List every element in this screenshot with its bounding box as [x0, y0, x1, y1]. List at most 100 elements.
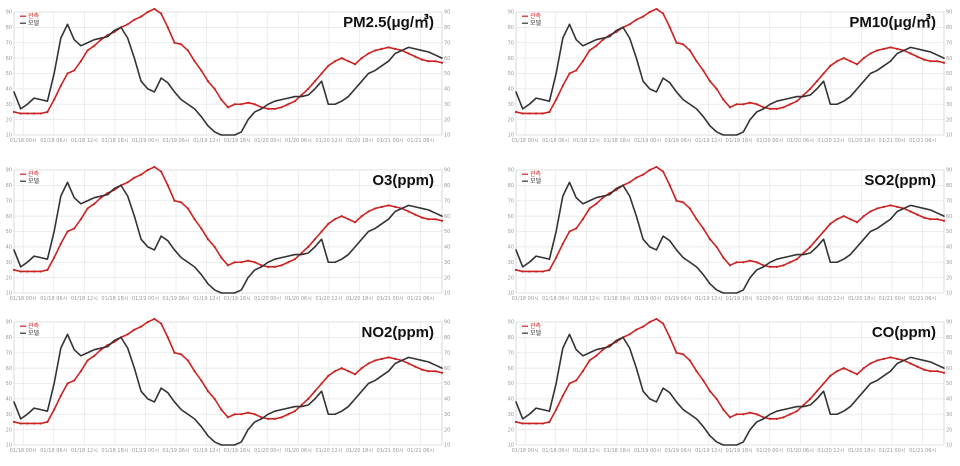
data-point-observed — [39, 112, 42, 115]
data-point-observed — [133, 328, 136, 331]
data-point-observed — [374, 49, 377, 52]
data-point-observed — [333, 60, 337, 63]
y-tick-label-right: 30 — [946, 412, 952, 418]
y-tick-label-left: 70 — [508, 40, 514, 46]
y-tick-label-right: 20 — [444, 427, 450, 433]
data-point-observed — [53, 98, 56, 101]
data-point-observed — [213, 87, 216, 90]
x-tick-label: 01/21 06시 — [909, 448, 936, 454]
data-point-observed — [641, 325, 645, 328]
data-point-observed — [668, 336, 671, 339]
y-tick-label-left: 50 — [508, 71, 514, 77]
x-tick-label: 01/18 12시 — [573, 296, 600, 302]
data-point-observed — [769, 107, 772, 110]
data-point-observed — [367, 52, 370, 55]
data-point-observed — [240, 413, 243, 416]
y-tick-label-left: 90 — [6, 168, 12, 174]
x-tick-label: 01/19 18시 — [726, 138, 753, 144]
data-point-observed — [748, 259, 752, 262]
data-point-observed — [280, 264, 283, 267]
x-tick-label: 01/19 00시 — [634, 448, 661, 454]
data-point-observed — [534, 112, 538, 115]
data-point-observed — [287, 261, 290, 264]
data-point-observed — [287, 103, 290, 106]
data-point-observed — [809, 87, 812, 90]
data-point-observed — [267, 417, 270, 420]
x-tick-label: 01/20 00시 — [756, 138, 783, 144]
data-point-observed — [320, 230, 323, 233]
data-point-observed — [46, 268, 49, 272]
data-point-observed — [153, 7, 156, 11]
y-tick-label-right: 80 — [444, 183, 450, 189]
data-point-observed — [849, 370, 852, 373]
x-tick-label: 01/19 06시 — [665, 296, 692, 302]
chart-title: NO2(ppm) — [362, 324, 435, 341]
y-tick-label-right: 10 — [946, 133, 952, 139]
x-tick-label: 01/20 18시 — [848, 448, 875, 454]
y-tick-label-left: 60 — [508, 366, 514, 372]
y-tick-label-left: 60 — [508, 214, 514, 220]
data-point-observed — [889, 204, 892, 207]
chart-pm10: 10 10 20 20 30 30 40 40 50 50 60 60 70 70 80 80 90 90 01/1… — [508, 7, 952, 144]
data-point-observed — [909, 52, 912, 55]
data-point-observed — [99, 348, 103, 351]
x-tick-label: 01/18 18시 — [101, 138, 128, 144]
y-tick-label-left: 80 — [6, 25, 12, 31]
data-point-observed — [548, 268, 551, 272]
data-point-observed — [360, 215, 363, 218]
y-tick-label-right: 10 — [444, 133, 450, 139]
data-point-observed — [728, 264, 732, 267]
data-point-observed — [702, 379, 705, 382]
data-point-observed — [46, 110, 49, 114]
legend-label-model: 모델 — [530, 19, 542, 27]
data-point-observed — [728, 106, 732, 109]
data-point-observed — [133, 176, 136, 179]
data-point-observed — [568, 72, 571, 75]
data-point-observed — [180, 353, 183, 356]
data-point-observed — [380, 205, 383, 208]
data-point-observed — [769, 417, 772, 420]
data-point-observed — [139, 173, 143, 176]
data-point-observed — [206, 80, 210, 83]
y-tick-label-left: 30 — [6, 412, 12, 418]
data-point-observed — [240, 103, 243, 106]
data-point-observed — [126, 333, 129, 336]
data-point-observed — [327, 64, 330, 67]
data-point-observed — [575, 227, 578, 230]
data-point-observed — [635, 176, 638, 179]
x-tick-label: 01/19 12시 — [695, 296, 722, 302]
data-point-observed — [688, 49, 691, 52]
data-point-observed — [300, 251, 303, 255]
x-tick-label: 01/21 06시 — [407, 296, 434, 302]
data-point-observed — [360, 367, 363, 370]
chart-title: PM2.5(μg/㎥) — [343, 13, 434, 31]
data-point-observed — [440, 61, 444, 64]
data-point-observed — [273, 265, 276, 268]
data-point-observed — [340, 215, 343, 218]
y-tick-label-left: 90 — [508, 168, 514, 174]
y-tick-label-right: 40 — [444, 397, 450, 403]
y-tick-label-left: 40 — [508, 397, 514, 403]
data-point-observed — [555, 408, 558, 411]
y-tick-label-left: 60 — [6, 56, 12, 62]
data-point-observed — [782, 106, 785, 109]
data-point-observed — [160, 12, 163, 15]
data-point-observed — [876, 359, 879, 362]
x-tick-label: 01/19 00시 — [132, 296, 159, 302]
data-point-observed — [193, 370, 196, 373]
data-point-observed — [180, 201, 183, 204]
data-point-observed — [682, 201, 685, 204]
data-point-observed — [695, 218, 698, 221]
data-point-observed — [869, 362, 872, 365]
data-point-observed — [702, 69, 705, 72]
data-point-observed — [213, 397, 216, 400]
y-tick-label-left: 10 — [508, 443, 514, 449]
y-tick-label-right: 70 — [946, 198, 952, 204]
data-point-observed — [635, 18, 638, 21]
data-point-observed — [333, 370, 337, 373]
x-tick-label: 01/19 18시 — [726, 448, 753, 454]
data-point-observed — [46, 420, 49, 424]
data-point-observed — [909, 210, 912, 213]
data-point-observed — [775, 265, 778, 268]
y-tick-label-right: 80 — [444, 25, 450, 31]
